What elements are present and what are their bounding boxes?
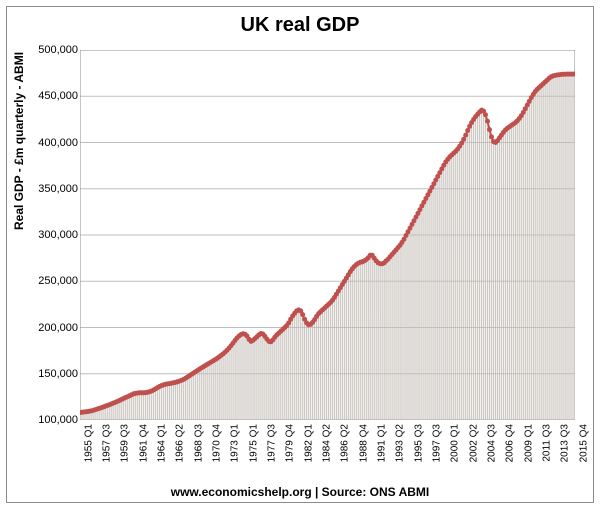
x-tick-label: 2006 Q4 [505,424,516,462]
x-tick-label: 1968 Q3 [193,424,204,462]
x-tick-label: 1975 Q1 [248,424,259,462]
x-tick-label: 1982 Q1 [303,424,314,462]
x-tick-label: 1979 Q4 [285,424,296,462]
x-tick-label: 1970 Q4 [211,424,222,462]
x-tick-label: 1977 Q3 [266,424,277,462]
x-tick-label: 2000 Q1 [450,424,461,462]
y-tick-label: 300,000 [38,229,78,241]
x-tick-label: 1964 Q1 [156,424,167,462]
x-tick-label: 1997 Q3 [431,424,442,462]
y-tick-label: 350,000 [38,183,78,195]
x-tick-label: 1986 Q2 [340,424,351,462]
chart-frame: UK real GDP Real GDP - £m quarterly - AB… [0,0,600,509]
x-tick-label: 2015 Q4 [578,424,589,462]
y-tick-label: 500,000 [38,44,78,56]
y-tick-label: 400,000 [38,137,78,149]
chart-plot [80,50,575,420]
x-tick-label: 1957 Q3 [101,424,112,462]
x-tick-label: 1984 Q2 [321,424,332,462]
x-tick-label: 2011 Q3 [541,424,552,462]
y-tick-label: 450,000 [38,90,78,102]
x-tick-label: 1973 Q1 [230,424,241,462]
x-tick-label: 2004 Q3 [486,424,497,462]
x-tick-label: 1993 Q2 [395,424,406,462]
x-tick-label: 1961 Q4 [138,424,149,462]
x-tick-label: 2013 Q3 [560,424,571,462]
x-tick-label: 1959 Q3 [120,424,131,462]
chart-caption: www.economicshelp.org | Source: ONS ABMI [0,485,600,499]
y-tick-label: 250,000 [38,275,78,287]
x-tick-label: 1955 Q1 [83,424,94,462]
y-tick-label: 150,000 [38,368,78,380]
x-tick-label: 1995 Q3 [413,424,424,462]
x-tick-label: 1991 Q1 [376,424,387,462]
x-tick-label: 2002 Q2 [468,424,479,462]
x-tick-label: 2009 Q1 [523,424,534,462]
y-tick-label: 200,000 [38,322,78,334]
y-axis-label: Real GDP - £m quarterly - ABMI [12,52,26,230]
chart-title: UK real GDP [0,14,600,37]
x-tick-label: 1966 Q2 [175,424,186,462]
y-tick-label: 100,000 [38,414,78,426]
x-tick-label: 1988 Q4 [358,424,369,462]
